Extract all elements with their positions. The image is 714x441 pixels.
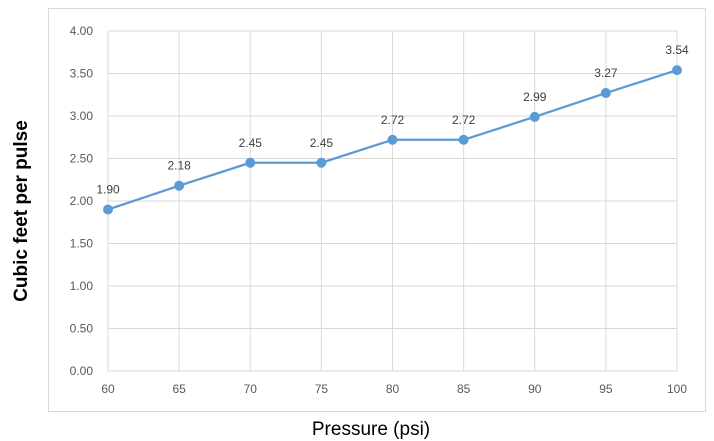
- x-axis-title: Pressure (psi): [312, 419, 430, 440]
- data-point: [672, 65, 682, 76]
- data-label: 2.45: [310, 136, 334, 150]
- vertical-gridlines: [107, 31, 678, 371]
- data-label: 2.72: [452, 113, 476, 127]
- data-point: [458, 134, 469, 145]
- y-tick-label: 1.50: [70, 237, 94, 251]
- x-tick-label: 80: [386, 382, 400, 396]
- data-point: [174, 180, 185, 191]
- data-label: 2.45: [239, 136, 263, 150]
- data-point: [529, 111, 540, 122]
- y-tick-label: 3.50: [70, 67, 94, 81]
- y-tick-label: 2.00: [70, 194, 94, 208]
- data-label: 3.27: [594, 66, 618, 80]
- x-tick-label: 100: [667, 382, 687, 396]
- y-axis-title: Cubic feet per pulse: [11, 120, 32, 302]
- data-point: [600, 88, 611, 99]
- x-tick-label: 85: [457, 382, 471, 396]
- data-label: 1.90: [96, 183, 120, 197]
- x-axis-tick-labels: 60 65 70 75 80 85 90 95 100: [101, 382, 687, 396]
- data-point: [245, 157, 256, 168]
- x-tick-label: 90: [528, 382, 542, 396]
- chart-border: [48, 8, 706, 412]
- data-labels: 1.90 2.18 2.45 2.45 2.72 2.72 2.99 3.27 3.54: [96, 43, 689, 196]
- data-label: 2.72: [381, 113, 405, 127]
- x-tick-label: 60: [101, 382, 115, 396]
- data-label: 2.18: [167, 159, 191, 173]
- y-tick-label: 2.50: [70, 152, 94, 166]
- data-point: [103, 204, 113, 215]
- y-tick-label: 3.00: [70, 109, 94, 123]
- x-tick-label: 65: [172, 382, 186, 396]
- x-tick-label: 70: [244, 382, 258, 396]
- y-tick-label: 4.00: [70, 24, 94, 38]
- y-axis-tick-labels: 0.00 0.50 1.00 1.50 2.00 2.50 3.00 3.50 4.00: [70, 24, 94, 378]
- series-pressure-flow: [103, 65, 682, 215]
- data-label: 2.99: [523, 90, 547, 104]
- data-point: [316, 157, 327, 168]
- y-tick-label: 1.00: [70, 279, 94, 293]
- y-tick-label: 0.50: [70, 322, 94, 336]
- y-tick-label: 0.00: [70, 364, 94, 378]
- data-label: 3.54: [665, 43, 689, 57]
- data-point: [387, 134, 398, 145]
- x-tick-label: 75: [315, 382, 329, 396]
- x-tick-label: 95: [599, 382, 613, 396]
